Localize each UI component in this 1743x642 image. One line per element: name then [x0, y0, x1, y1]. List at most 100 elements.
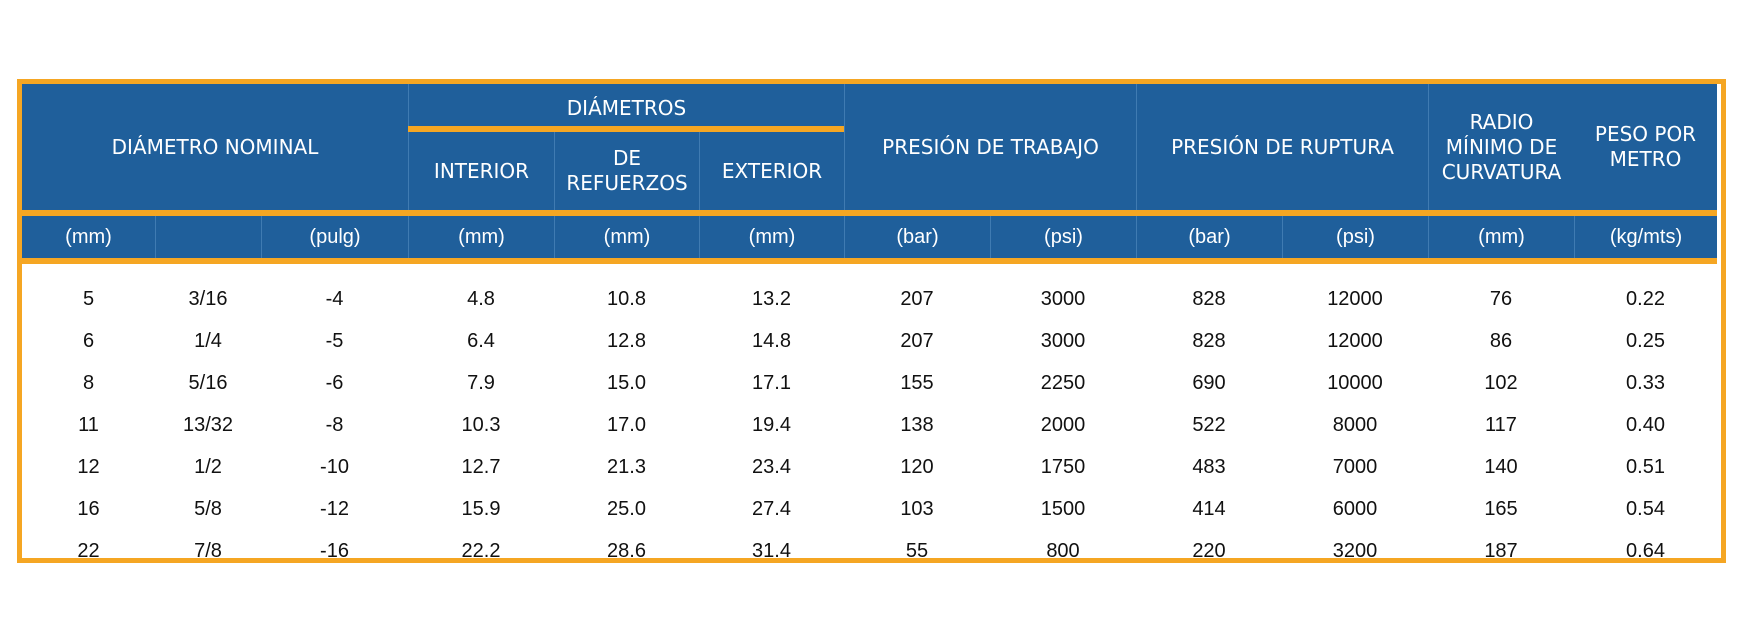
unit-cell: (psi)	[1282, 216, 1428, 258]
table-cell: 22.2	[461, 539, 501, 562]
table-cell: 207	[900, 329, 934, 352]
unit-cell: (mm)	[408, 216, 554, 258]
table-cell: 6.4	[467, 329, 495, 352]
table-cell: 22	[77, 539, 100, 562]
table-cell: -8	[325, 413, 344, 436]
table-cell: 155	[900, 371, 934, 394]
table-cell: 13/32	[182, 413, 234, 436]
header-divider	[22, 210, 1717, 216]
table-cell: 31.4	[752, 539, 791, 562]
table-cell: 10.8	[607, 287, 646, 310]
table-cell: 138	[900, 413, 934, 436]
table-cell: 8000	[1332, 413, 1378, 436]
header-interior: INTERIOR	[408, 132, 554, 210]
header-exterior: EXTERIOR	[699, 132, 844, 210]
table-cell: 483	[1192, 455, 1226, 478]
table-cell: 27.4	[752, 497, 791, 520]
table-cell: 2250	[1040, 371, 1086, 394]
table-cell: 5	[82, 287, 95, 310]
table-cell: 7000	[1332, 455, 1378, 478]
table-cell: 86	[1489, 329, 1513, 352]
table-cell: 14.8	[752, 329, 791, 352]
table-cell: 13.2	[752, 287, 791, 310]
table-cell: 1500	[1040, 497, 1086, 520]
unit-cell: (mm)	[554, 216, 699, 258]
header-diametro-nominal: DIÁMETRO NOMINAL	[22, 84, 408, 210]
table-cell: 2000	[1040, 413, 1086, 436]
table-cell: 102	[1484, 371, 1518, 394]
table-cell: 21.3	[607, 455, 646, 478]
table-cell: 12.7	[461, 455, 501, 478]
table-cell: 1/4	[194, 329, 222, 352]
table-cell: 414	[1192, 497, 1226, 520]
table-cell: 207	[900, 287, 934, 310]
table-cell: -16	[320, 539, 349, 562]
header-presion-ruptura: PRESIÓN DE RUPTURA	[1136, 84, 1428, 210]
table-cell: 12	[77, 455, 100, 478]
table-cell: 12000	[1327, 287, 1383, 310]
table-cell: 3200	[1332, 539, 1378, 562]
table-cell: 220	[1192, 539, 1226, 562]
unit-cell: (bar)	[1136, 216, 1282, 258]
table-cell: 522	[1192, 413, 1226, 436]
header-presion-trabajo: PRESIÓN DE TRABAJO	[844, 84, 1136, 210]
table-cell: 0.33	[1626, 371, 1665, 394]
unit-cell: (bar)	[844, 216, 990, 258]
body-top-spacing	[22, 264, 1717, 278]
table-cell: 15.9	[461, 497, 501, 520]
header-radio: RADIO MÍNIMO DE CURVATURA	[1428, 84, 1574, 210]
unit-cell: (pulg)	[261, 216, 408, 258]
table-cell: 6000	[1332, 497, 1378, 520]
table-cell: 5/16	[188, 371, 228, 394]
spec-table: DIÁMETRO NOMINAL DIÁMETROS INTERIOR DE R…	[17, 79, 1726, 563]
table-cell: 5/8	[194, 497, 222, 520]
unit-cell	[155, 216, 261, 258]
table-cell: 7/8	[194, 539, 222, 562]
unit-cell: (kg/mts)	[1574, 216, 1717, 258]
table-cell: 11	[78, 413, 99, 436]
table-cell: 17.0	[607, 413, 646, 436]
table-cell: 3000	[1040, 287, 1086, 310]
table-cell: 4.8	[467, 287, 495, 310]
table-cell: -4	[325, 287, 344, 310]
table-cell: 1750	[1040, 455, 1086, 478]
table-cell: 23.4	[752, 455, 791, 478]
units-divider	[22, 258, 1717, 264]
table-cell: 10000	[1327, 371, 1383, 394]
table-cell: 187	[1484, 539, 1518, 562]
header-de-refuerzos: DE REFUERZOS	[554, 132, 699, 210]
table-cell: 76	[1489, 287, 1513, 310]
table-cell: 0.51	[1626, 455, 1665, 478]
table-cell: -12	[320, 497, 349, 520]
table-cell: 0.54	[1626, 497, 1665, 520]
table-cell: 0.22	[1626, 287, 1665, 310]
table-cell: 8	[82, 371, 95, 394]
table-cell: 690	[1192, 371, 1226, 394]
table-cell: 1/2	[194, 455, 222, 478]
table-cell: 165	[1484, 497, 1518, 520]
table-cell: 0.64	[1626, 539, 1665, 562]
table-cell: 16	[77, 497, 100, 520]
unit-cell: (mm)	[1428, 216, 1574, 258]
table-cell: 17.1	[752, 371, 791, 394]
table-cell: -5	[325, 329, 344, 352]
table-cell: -10	[320, 455, 349, 478]
table-cell: 15.0	[607, 371, 646, 394]
table-cell: 0.40	[1626, 413, 1665, 436]
table-cell: 19.4	[752, 413, 791, 436]
table-cell: 12000	[1327, 329, 1383, 352]
table-cell: 55	[905, 539, 929, 562]
table-cell: 117	[1485, 413, 1517, 436]
table-cell: 120	[900, 455, 934, 478]
table-cell: 828	[1192, 287, 1226, 310]
table-cell: 12.8	[607, 329, 646, 352]
table-cell: 828	[1192, 329, 1226, 352]
header-peso: PESO POR METRO	[1574, 84, 1717, 210]
unit-cell: (mm)	[22, 216, 155, 258]
header-diametros-underline	[408, 126, 844, 132]
unit-cell: (psi)	[990, 216, 1136, 258]
table-cell: 25.0	[607, 497, 646, 520]
table-cell: 10.3	[461, 413, 501, 436]
header-diametros: DIÁMETROS	[408, 84, 844, 132]
unit-cell: (mm)	[699, 216, 844, 258]
